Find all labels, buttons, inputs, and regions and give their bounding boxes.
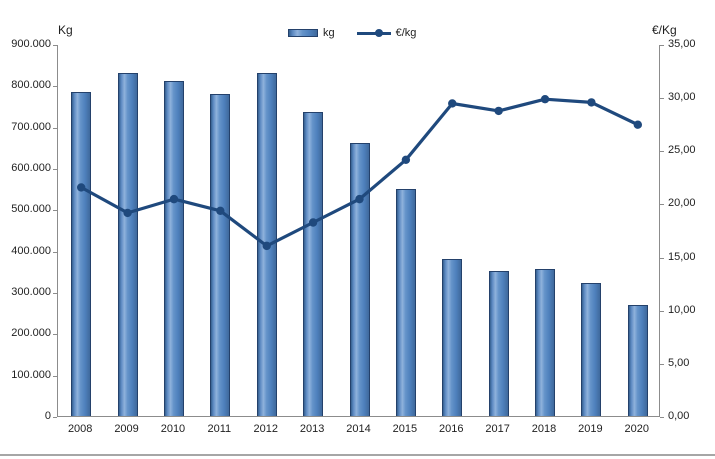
left-axis-tick-mark: [53, 127, 57, 129]
bar-2008: [71, 91, 92, 416]
right-axis-tick-label: 35,00: [668, 38, 696, 50]
left-axis-tick-mark: [53, 86, 57, 88]
bottom-separator-rule: [0, 454, 715, 456]
line-marker-2016: [448, 99, 457, 108]
bar-2014: [349, 143, 370, 416]
right-axis-tick-label: 20,00: [668, 197, 696, 210]
x-axis-label-2018: 2018: [531, 423, 557, 435]
legend: kg €/kg: [288, 27, 416, 39]
left-axis-tick-label: 500.000: [11, 203, 51, 216]
bar-2010: [163, 81, 184, 416]
bar-2009: [117, 72, 138, 416]
legend-label-eur-per-kg: €/kg: [395, 27, 417, 39]
left-axis-tick-label: 100.000: [11, 368, 51, 381]
x-axis-label-2016: 2016: [439, 423, 464, 435]
bar-2018: [535, 269, 556, 416]
line-path: [79, 97, 640, 248]
line-marker-2008: [76, 183, 86, 192]
line-marker-2017: [494, 106, 503, 116]
x-axis-label-2011: 2011: [207, 423, 232, 435]
x-axis-label-2020: 2020: [624, 423, 650, 435]
left-axis-tick-label: 200.000: [11, 327, 51, 340]
left-axis-tick-mark: [53, 375, 57, 377]
x-axis-label-2010: 2010: [160, 423, 186, 435]
x-axis-label-2014: 2014: [346, 423, 371, 435]
right-axis-tick-mark: [660, 45, 664, 46]
left-axis-tick-label: 900.000: [11, 38, 51, 50]
legend-entry-eur-per-kg: €/kg: [356, 27, 417, 39]
line-marker-2011: [216, 206, 225, 216]
left-axis-tick-label: 400.000: [11, 244, 51, 257]
x-axis-label-2019: 2019: [578, 423, 603, 435]
plot-area: [57, 45, 660, 417]
line-marker-2012: [262, 241, 271, 251]
left-axis-tick-mark: [53, 293, 57, 294]
left-axis-tick-label: 0: [44, 410, 51, 422]
left-axis-tick-mark: [53, 251, 57, 253]
bar-2011: [210, 94, 231, 416]
right-axis-tick-label: 30,00: [668, 91, 696, 104]
left-axis-tick-mark: [53, 169, 57, 170]
line-marker-2018: [540, 95, 550, 104]
line-marker-2015: [401, 155, 411, 164]
right-axis-tick-label: 25,00: [668, 144, 696, 157]
right-axis-tick-label: 15,00: [668, 250, 696, 263]
line-marker-2013: [308, 218, 318, 227]
left-axis-tick-label: 700.000: [11, 120, 51, 133]
right-axis-tick-mark: [660, 151, 664, 153]
bar-series-swatch: [288, 29, 318, 37]
left-axis-tick-mark: [53, 45, 57, 46]
line-marker-2010: [169, 194, 179, 204]
right-axis-tick-label: 0,00: [668, 410, 690, 422]
x-axis-label-2015: 2015: [392, 423, 418, 435]
left-axis-title: Kg: [58, 23, 73, 37]
x-axis-label-2009: 2009: [114, 423, 139, 435]
bar-2016: [442, 258, 463, 416]
legend-entry-kg: kg: [288, 27, 335, 39]
right-axis-tick-mark: [660, 363, 664, 365]
right-axis-tick-mark: [660, 98, 664, 100]
left-axis-tick-label: 800.000: [11, 79, 51, 92]
right-axis-tick-label: 5,00: [668, 356, 690, 369]
right-axis-tick-mark: [660, 204, 664, 206]
eur-per-kg-line: [76, 95, 643, 251]
line-marker-2014: [355, 194, 364, 204]
x-axis-label-2008: 2008: [67, 423, 93, 435]
x-axis-label-2012: 2012: [253, 423, 278, 435]
bar-2013: [303, 112, 324, 416]
bar-2020: [627, 305, 648, 416]
line-marker-2019: [587, 98, 596, 107]
line-series-swatch: [356, 28, 391, 38]
x-axis-label-2013: 2013: [299, 423, 325, 435]
right-axis-tick-mark: [660, 310, 664, 312]
left-axis-tick-mark: [53, 334, 57, 336]
legend-label-kg: kg: [323, 27, 335, 39]
bar-2019: [581, 282, 602, 416]
line-marker-2020: [633, 120, 643, 129]
right-axis-tick-mark: [660, 257, 664, 259]
bar-2017: [488, 271, 509, 416]
left-axis-tick-mark: [53, 210, 57, 212]
left-axis-tick-label: 300.000: [11, 286, 51, 298]
right-axis-tick-label: 10,00: [668, 303, 696, 316]
line-marker-2009: [123, 208, 132, 218]
bar-2015: [395, 188, 416, 416]
x-axis-label-2017: 2017: [485, 423, 510, 435]
left-axis-tick-mark: [53, 417, 57, 418]
right-axis-title: €/Kg: [652, 23, 677, 37]
right-axis-tick-mark: [660, 417, 664, 418]
left-axis-tick-label: 600.000: [11, 162, 51, 174]
